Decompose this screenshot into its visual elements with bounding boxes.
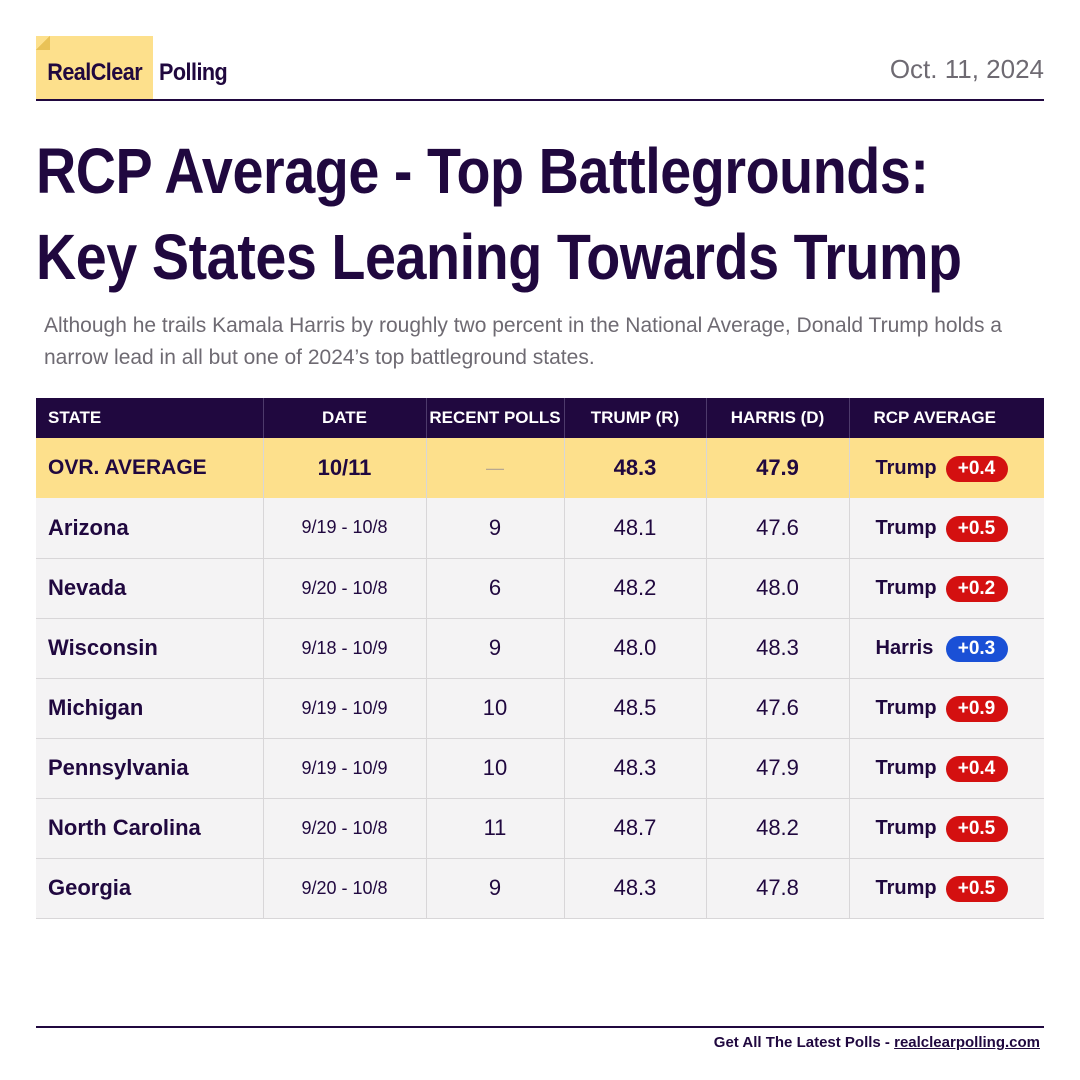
realclear-polling-logo[interactable]: RealClear Polling <box>36 36 235 100</box>
header-trump: TRUMP (R) <box>564 398 707 438</box>
rcp-average: Trump +0.9 <box>849 678 1044 739</box>
overall-spread-badge: +0.4 <box>945 456 1008 482</box>
state-name: North Carolina <box>36 798 264 859</box>
overall-harris: 47.9 <box>706 438 850 498</box>
header-harris: HARRIS (D) <box>706 398 850 438</box>
table-row: Georgia 9/20 - 10/8 9 48.3 47.8 Trump +0.5 <box>36 858 1044 919</box>
rcp-average: Trump +0.5 <box>849 498 1044 559</box>
poll-dates: 9/19 - 10/9 <box>263 738 427 799</box>
spread-badge: +0.5 <box>945 816 1008 842</box>
poll-dates: 9/19 - 10/9 <box>263 678 427 739</box>
overall-polls: — <box>426 438 565 498</box>
rcp-average: Trump +0.5 <box>849 798 1044 859</box>
footer-divider <box>36 1026 1044 1028</box>
logo-badge: RealClear <box>36 36 153 100</box>
state-name: Georgia <box>36 858 264 919</box>
table-header-row: STATE DATE RECENT POLLS TRUMP (R) HARRIS… <box>36 398 1044 438</box>
rcp-average: Trump +0.5 <box>849 858 1044 919</box>
table-row: Pennsylvania 9/19 - 10/9 10 48.3 47.9 Trump +0… <box>36 738 1044 799</box>
poll-dates: 9/20 - 10/8 <box>263 798 427 859</box>
header-recent-polls: RECENT POLLS <box>426 398 565 438</box>
rcp-average: Trump +0.2 <box>849 558 1044 619</box>
harris-value: 47.9 <box>706 738 850 799</box>
recent-polls-count: 9 <box>426 858 565 919</box>
poll-dates: 9/20 - 10/8 <box>263 558 427 619</box>
leader-name: Harris <box>875 637 934 659</box>
table-row: North Carolina 9/20 - 10/8 11 48.7 48.2 Trump… <box>36 798 1044 859</box>
subtitle: Although he trails Kamala Harris by roug… <box>44 314 1002 369</box>
rcp-average: Harris +0.3 <box>849 618 1044 679</box>
table-row: Nevada 9/20 - 10/8 6 48.2 48.0 Trump +0.2 <box>36 558 1044 619</box>
recent-polls-count: 10 <box>426 678 565 739</box>
poll-dates: 9/19 - 10/8 <box>263 498 427 559</box>
overall-date: 10/11 <box>263 438 427 498</box>
overall-trump: 48.3 <box>564 438 707 498</box>
spread-badge: +0.2 <box>945 576 1008 602</box>
footer: Get All The Latest Polls - realclearpoll… <box>714 1034 1040 1051</box>
publish-date: Oct. 11, 2024 <box>889 54 1044 84</box>
leader-name: Trump <box>875 577 937 599</box>
harris-value: 47.6 <box>706 498 850 559</box>
harris-value: 47.8 <box>706 858 850 919</box>
leader-name: Trump <box>875 697 937 719</box>
poll-dates: 9/18 - 10/9 <box>263 618 427 679</box>
footer-text: Get All The Latest Polls <box>713 1034 881 1051</box>
header-date: DATE <box>263 398 427 438</box>
recent-polls-count: 11 <box>426 798 565 859</box>
poll-dates: 9/20 - 10/8 <box>263 858 427 919</box>
battleground-table: STATE DATE RECENT POLLS TRUMP (R) HARRIS… <box>36 398 1044 919</box>
table-row: Michigan 9/19 - 10/9 10 48.5 47.6 Trump +0.9 <box>36 678 1044 739</box>
logo-realclear-text: RealClear <box>47 59 142 86</box>
state-name: Michigan <box>36 678 264 739</box>
rcp-average: Trump +0.4 <box>849 738 1044 799</box>
trump-value: 48.3 <box>564 738 707 799</box>
recent-polls-count: 6 <box>426 558 565 619</box>
recent-polls-count: 10 <box>426 738 565 799</box>
harris-value: 48.3 <box>706 618 850 679</box>
footer-link[interactable]: realclearpolling.com <box>894 1034 1040 1051</box>
leader-name: Trump <box>875 817 937 839</box>
harris-value: 47.6 <box>706 678 850 739</box>
trump-value: 48.1 <box>564 498 707 559</box>
overall-leader: Trump <box>875 457 937 479</box>
state-name: Nevada <box>36 558 264 619</box>
overall-label: OVR. AVERAGE <box>36 438 264 498</box>
trump-value: 48.3 <box>564 858 707 919</box>
harris-value: 48.0 <box>706 558 850 619</box>
state-name: Wisconsin <box>36 618 264 679</box>
logo-polling-text: Polling <box>159 59 228 86</box>
state-name: Arizona <box>36 498 264 559</box>
trump-value: 48.7 <box>564 798 707 859</box>
logo-fold-corner <box>36 36 50 50</box>
spread-badge: +0.4 <box>945 756 1008 782</box>
state-name: Pennsylvania <box>36 738 264 799</box>
recent-polls-count: 9 <box>426 498 565 559</box>
table-row: Arizona 9/19 - 10/8 9 48.1 47.6 Trump +0.5 <box>36 498 1044 559</box>
page-title: RCP Average - Top Battlegrounds: Key Sta… <box>36 128 962 300</box>
title-line-2: Key States Leaning Towards Trump <box>36 221 962 293</box>
header-state: STATE <box>36 398 264 438</box>
spread-badge: +0.5 <box>945 515 1008 542</box>
leader-name: Trump <box>875 516 937 539</box>
leader-name: Trump <box>875 757 937 779</box>
harris-value: 48.2 <box>706 798 850 859</box>
overall-average-row: OVR. AVERAGE 10/11 — 48.3 47.9 Trump +0.4 <box>36 438 1044 498</box>
header-rcp-average: RCP AVERAGE <box>849 398 1044 438</box>
trump-value: 48.5 <box>564 678 707 739</box>
spread-badge: +0.3 <box>945 636 1008 662</box>
trump-value: 48.0 <box>564 618 707 679</box>
title-line-1: RCP Average - Top Battlegrounds: <box>36 135 929 207</box>
spread-badge: +0.9 <box>945 696 1008 722</box>
footer-separator: - <box>880 1034 895 1051</box>
trump-value: 48.2 <box>564 558 707 619</box>
header-divider <box>36 99 1044 101</box>
table-row: Wisconsin 9/18 - 10/9 9 48.0 48.3 Harris +0.3 <box>36 618 1044 679</box>
overall-rcp-average: Trump +0.4 <box>849 438 1044 498</box>
spread-badge: +0.5 <box>945 876 1008 902</box>
leader-name: Trump <box>875 877 937 899</box>
recent-polls-count: 9 <box>426 618 565 679</box>
